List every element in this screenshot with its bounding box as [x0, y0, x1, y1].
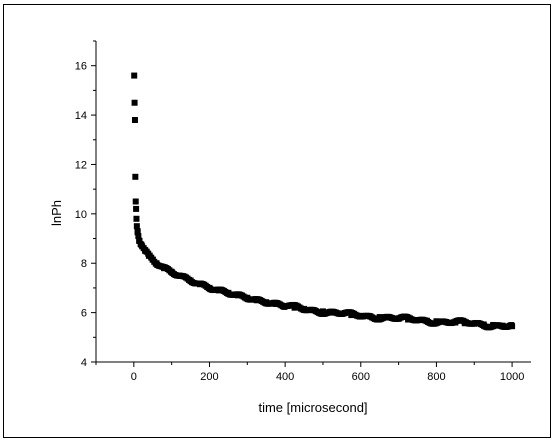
y-tick-label: 6	[81, 308, 87, 320]
x-tick-label: 1000	[500, 371, 524, 383]
data-point	[133, 215, 140, 222]
y-tick-label: 4	[81, 357, 87, 369]
figure-frame	[3, 4, 551, 438]
data-point	[133, 205, 140, 212]
y-tick-label: 14	[75, 110, 87, 122]
x-tick-label: 600	[352, 371, 370, 383]
x-axis-label: time [microsecond]	[258, 400, 367, 415]
y-tick-label: 16	[75, 61, 87, 73]
data-point	[132, 198, 139, 205]
data-point	[135, 233, 142, 240]
plot-area: 0 200 400 600 800 1000 4 6 8 10 12 14 16	[75, 40, 531, 383]
data-point	[131, 99, 138, 106]
y-tick-label: 8	[81, 258, 87, 270]
y-axis-label: lnPh	[49, 200, 64, 226]
y-tick-label: 12	[75, 159, 87, 171]
x-tick-label: 800	[427, 371, 445, 383]
data-point	[136, 237, 143, 244]
data-point	[131, 117, 138, 124]
data-point	[131, 72, 138, 79]
data-point	[133, 223, 140, 230]
data-point	[132, 173, 139, 180]
data-point	[508, 322, 515, 329]
x-tick-label: 400	[276, 371, 294, 383]
x-tick-label: 200	[200, 371, 218, 383]
x-tick-label: 0	[131, 371, 137, 383]
y-tick-label: 10	[75, 209, 87, 221]
data-point	[134, 229, 141, 236]
